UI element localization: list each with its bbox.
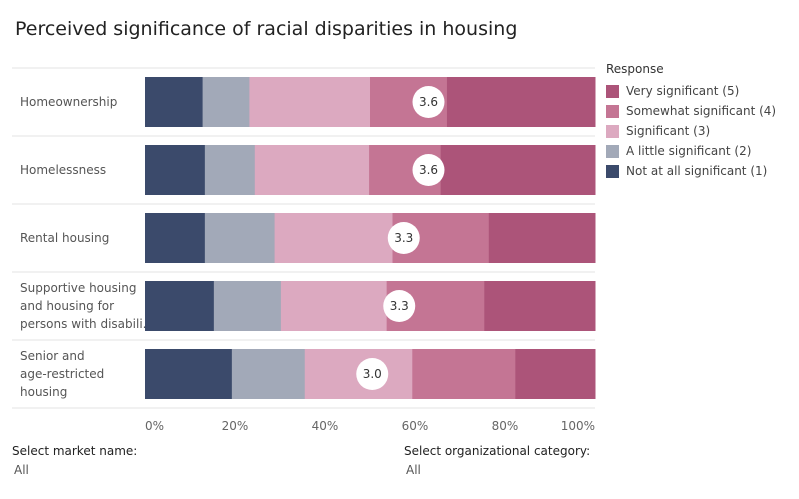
category-label: housing — [20, 385, 67, 399]
average-marker — [356, 358, 389, 390]
bar-segment — [202, 77, 250, 127]
x-tick-label: 40% — [312, 419, 339, 433]
bar-segment — [484, 281, 596, 331]
market-filter-value[interactable]: All — [14, 463, 29, 477]
category-label: Homelessness — [20, 163, 106, 177]
bar-segment — [440, 145, 596, 195]
x-tick-label: 20% — [222, 419, 249, 433]
chart-title: Perceived significance of racial dispari… — [15, 18, 518, 40]
x-tick-label: 60% — [402, 419, 429, 433]
bar-segment — [213, 281, 282, 331]
bar-segment — [145, 145, 206, 195]
category-label: Homeownership — [20, 95, 117, 109]
legend-label: Significant (3) — [626, 124, 711, 138]
x-tick-label: 100% — [561, 419, 595, 433]
category-filter-value[interactable]: All — [406, 463, 421, 477]
bar-segment — [280, 281, 388, 331]
bar-segment — [274, 213, 393, 263]
legend-item-very-significant[interactable]: Very significant (5) — [606, 81, 776, 101]
category-label: age-restricted — [20, 367, 104, 381]
legend-swatch — [606, 164, 619, 178]
bar-segment — [412, 349, 516, 399]
legend-swatch — [606, 124, 619, 138]
bar-segment — [204, 213, 276, 263]
legend: Response Very significant (5) Somewhat s… — [606, 62, 776, 181]
stacked-bar-chart: Homeownership 3.6 Homelessness 3.6 Rental ho… — [12, 67, 596, 433]
legend-label: Very significant (5) — [626, 84, 740, 98]
legend-item-significant[interactable]: Significant (3) — [606, 121, 776, 141]
legend-label: A little significant (2) — [626, 144, 752, 158]
category-label: Supportive housing — [20, 281, 136, 295]
average-label: 3.3 — [390, 299, 409, 313]
bar-segment — [204, 145, 256, 195]
market-filter-label: Select market name: — [12, 444, 138, 458]
legend-item-not-at-all-significant[interactable]: Not at all significant (1) — [606, 161, 776, 181]
legend-label: Somewhat significant (4) — [626, 104, 777, 118]
legend-title: Response — [606, 62, 664, 76]
bar-segment — [145, 77, 204, 127]
bar-segment — [488, 213, 596, 263]
x-tick-label: 80% — [492, 419, 519, 433]
bar-segment — [145, 213, 206, 263]
legend-swatch — [606, 104, 619, 118]
legend-swatch — [606, 84, 619, 98]
bar-segment — [145, 281, 215, 331]
bar-segment — [249, 77, 371, 127]
legend-swatch — [606, 144, 619, 158]
legend-item-a-little-significant[interactable]: A little significant (2) — [606, 141, 776, 161]
bar-segment — [145, 349, 233, 399]
category-label: and housing for — [20, 299, 114, 313]
average-label: 3.3 — [394, 231, 413, 245]
category-filter: Select organizational category: All — [404, 444, 590, 477]
average-label: 3.0 — [363, 367, 382, 381]
category-label: persons with disabili.. — [20, 317, 150, 331]
category-label: Senior and — [20, 349, 85, 363]
bar-segment — [231, 349, 306, 399]
average-marker — [412, 86, 445, 118]
category-label: Rental housing — [20, 231, 109, 245]
average-marker — [383, 290, 416, 322]
bar-segment — [254, 145, 370, 195]
x-tick-label: 0% — [145, 419, 164, 433]
category-filter-label: Select organizational category: — [404, 444, 591, 458]
market-filter: Select market name: All — [12, 444, 137, 477]
average-label: 3.6 — [419, 163, 438, 177]
legend-label: Not at all significant (1) — [626, 164, 768, 178]
average-label: 3.6 — [419, 95, 438, 109]
bar-segment — [446, 77, 596, 127]
average-marker — [412, 154, 445, 186]
bar-segment — [515, 349, 596, 399]
legend-item-somewhat-significant[interactable]: Somewhat significant (4) — [606, 101, 776, 121]
average-marker — [387, 222, 420, 254]
